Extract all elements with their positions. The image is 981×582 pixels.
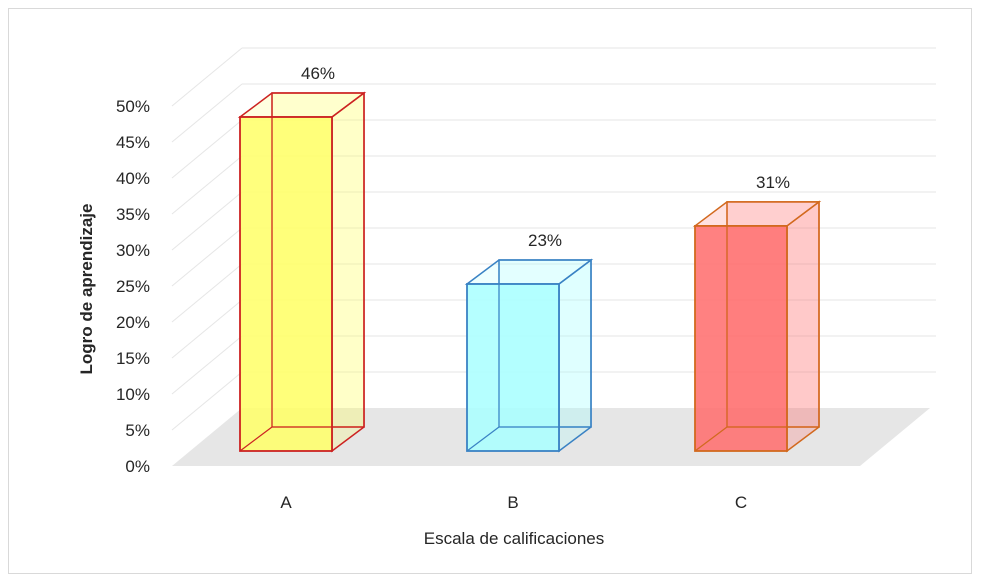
bar-b [464, 258, 594, 453]
y-tick-label: 15% [116, 349, 150, 368]
grid-layer [171, 47, 936, 431]
bar-front-face [239, 116, 333, 452]
y-tick-label: 50% [116, 97, 150, 116]
y-tick-label: 35% [116, 205, 150, 224]
gridline-side [171, 119, 243, 179]
bar-front-face [694, 225, 788, 452]
gridline-side [171, 83, 243, 143]
gridline-side [171, 191, 243, 251]
gridline-side [171, 335, 243, 395]
gridline-side [171, 227, 243, 287]
data-label-b: 23% [528, 231, 562, 250]
x-tick-label: A [280, 493, 292, 512]
x-axis-ticks: A B C [280, 493, 747, 512]
bars: 46% 23% 31% [237, 64, 822, 453]
y-tick-label: 25% [116, 277, 150, 296]
gridline-side [171, 47, 243, 107]
y-tick-label: 10% [116, 385, 150, 404]
x-axis-title: Escala de calificaciones [424, 529, 604, 548]
bar-front-face [466, 283, 560, 452]
y-axis-ticks: 0% 5% 10% 15% 20% 25% 30% 35% 40% 45% 50% [116, 97, 150, 476]
bar-side-face [786, 200, 820, 453]
y-tick-label: 0% [125, 457, 150, 476]
bar-a [237, 91, 367, 453]
data-label-c: 31% [756, 173, 790, 192]
y-tick-label: 30% [116, 241, 150, 260]
y-tick-label: 5% [125, 421, 150, 440]
bar-side-face [558, 258, 592, 453]
gridline-side [171, 299, 243, 359]
bar-c [692, 200, 822, 453]
bar-side-face [331, 91, 365, 453]
x-tick-label: C [735, 493, 747, 512]
gridline-side [171, 155, 243, 215]
gridline-side [171, 263, 243, 323]
gridline-side [171, 371, 243, 431]
x-tick-label: B [507, 493, 518, 512]
y-axis-title: Logro de aprendizaje [77, 204, 96, 375]
data-label-a: 46% [301, 64, 335, 83]
y-tick-label: 40% [116, 169, 150, 188]
y-tick-label: 20% [116, 313, 150, 332]
y-tick-label: 45% [116, 133, 150, 152]
